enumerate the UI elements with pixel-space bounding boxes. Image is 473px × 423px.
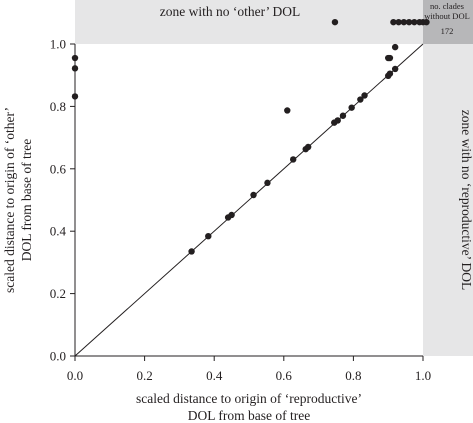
- data-point: [395, 18, 402, 26]
- data-point: [228, 211, 235, 219]
- data-point: [357, 96, 364, 103]
- x-tick-label: 0.8: [345, 368, 361, 383]
- x-tick-label: 0.4: [206, 368, 223, 383]
- data-point: [411, 18, 418, 26]
- y-tick-label: 0.4: [50, 224, 67, 239]
- data-point: [390, 18, 397, 26]
- corner-count: 172: [441, 26, 454, 36]
- y-tick-label: 0.0: [50, 349, 66, 364]
- data-point: [385, 54, 392, 62]
- data-point: [71, 93, 79, 100]
- right-zone-label: zone with no ‘reproductive’ DOL: [459, 110, 473, 290]
- data-point: [339, 112, 347, 119]
- corner-zone-box: [423, 0, 473, 44]
- data-point: [405, 18, 413, 26]
- data-points: [71, 18, 430, 255]
- right-zone-band: [423, 44, 473, 356]
- data-point: [423, 18, 430, 26]
- y-axis-title-line1: scaled distance to origin of ‘other’: [2, 107, 17, 293]
- data-point: [334, 117, 341, 124]
- data-point: [386, 70, 394, 77]
- data-point: [284, 107, 291, 114]
- data-point: [391, 65, 399, 73]
- data-point: [289, 156, 297, 163]
- data-point: [331, 18, 339, 26]
- identity-reference-line: [74, 43, 424, 357]
- x-axis-ticks: 0.0 0.2 0.4 0.6 0.8 1.0: [67, 356, 431, 383]
- y-tick-label: 0.6: [50, 161, 67, 176]
- data-point: [205, 232, 212, 240]
- corner-label-line1: no. clades: [430, 1, 464, 11]
- data-point: [304, 143, 312, 151]
- y-axis-ticks: 0.0 0.2 0.4 0.6 0.8 1.0: [50, 37, 75, 364]
- data-point: [400, 18, 408, 26]
- y-tick-label: 1.0: [50, 37, 66, 52]
- data-point: [264, 179, 271, 187]
- data-point: [71, 54, 79, 62]
- x-tick-label: 1.0: [415, 368, 431, 383]
- x-tick-label: 0.2: [136, 368, 152, 383]
- data-point: [250, 191, 257, 199]
- y-tick-label: 0.2: [50, 286, 66, 301]
- x-axis-title-line1: scaled distance to origin of ‘reproducti…: [136, 391, 362, 406]
- data-point: [391, 43, 399, 51]
- y-axis-title-line2: DOL from base of tree: [19, 139, 34, 261]
- x-tick-label: 0.6: [276, 368, 293, 383]
- corner-label-line2: without DOL: [424, 11, 470, 21]
- data-point: [71, 65, 79, 72]
- top-zone-label: zone with no ‘other’ DOL: [160, 4, 300, 19]
- data-point: [348, 104, 355, 111]
- x-tick-label: 0.0: [67, 368, 83, 383]
- data-point: [188, 248, 195, 255]
- data-point: [361, 92, 368, 99]
- x-axis-title-line2: DOL from base of tree: [188, 408, 310, 423]
- top-zone-band: [75, 0, 423, 44]
- y-tick-label: 0.8: [50, 99, 66, 114]
